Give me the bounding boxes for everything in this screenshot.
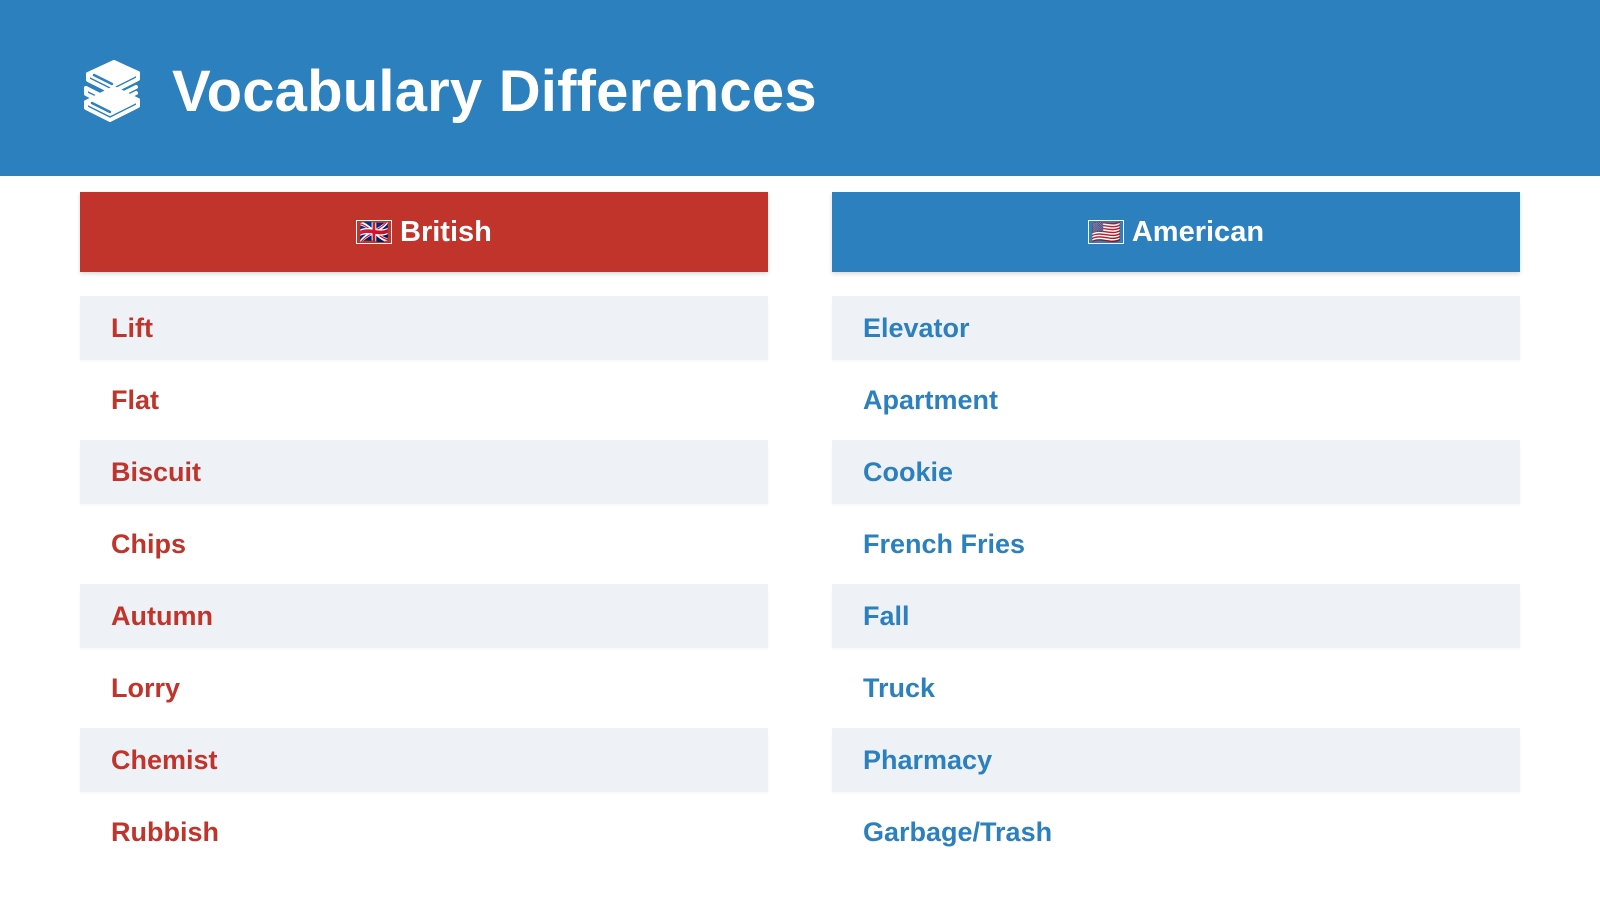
british-column-label: British: [400, 215, 492, 248]
list-item: Lorry: [111, 672, 181, 703]
list-item: Lift: [80, 296, 768, 360]
list-item: French Fries: [863, 528, 1026, 559]
list-item: Cookie: [832, 440, 1520, 504]
list-item: Apartment: [863, 384, 999, 415]
list-item: Garbage/Trash: [863, 816, 1053, 847]
american-column-header: 🇺🇸 American: [832, 192, 1520, 272]
list-item: Elevator: [832, 296, 1520, 360]
list-item: Fall: [832, 584, 1520, 648]
american-column: 🇺🇸 American Elevator Apartment Cookie Fr…: [832, 192, 1520, 872]
british-column-header: 🇬🇧 British: [80, 192, 768, 272]
american-column-label: American: [1131, 215, 1265, 248]
list-item: Chemist: [80, 728, 768, 792]
books-icon: [84, 60, 140, 122]
list-item: Chips: [111, 528, 187, 559]
page-title: Vocabulary Differences: [172, 59, 817, 124]
list-item: Truck: [863, 672, 936, 703]
british-column: 🇬🇧 British Lift Flat Biscuit Chips Autum…: [80, 192, 768, 872]
list-item: Flat: [111, 384, 160, 415]
list-item: Rubbish: [111, 816, 219, 847]
british-word-list: Lift Flat Biscuit Chips Autumn Lorry Che…: [80, 296, 768, 864]
list-item: Biscuit: [80, 440, 768, 504]
us-flag-icon: 🇺🇸: [1087, 220, 1124, 244]
uk-flag-icon: 🇬🇧: [356, 220, 393, 244]
page-header: Vocabulary Differences: [0, 0, 1600, 176]
list-item: Pharmacy: [832, 728, 1520, 792]
american-word-list: Elevator Apartment Cookie French Fries F…: [832, 296, 1520, 864]
list-item: Autumn: [80, 584, 768, 648]
